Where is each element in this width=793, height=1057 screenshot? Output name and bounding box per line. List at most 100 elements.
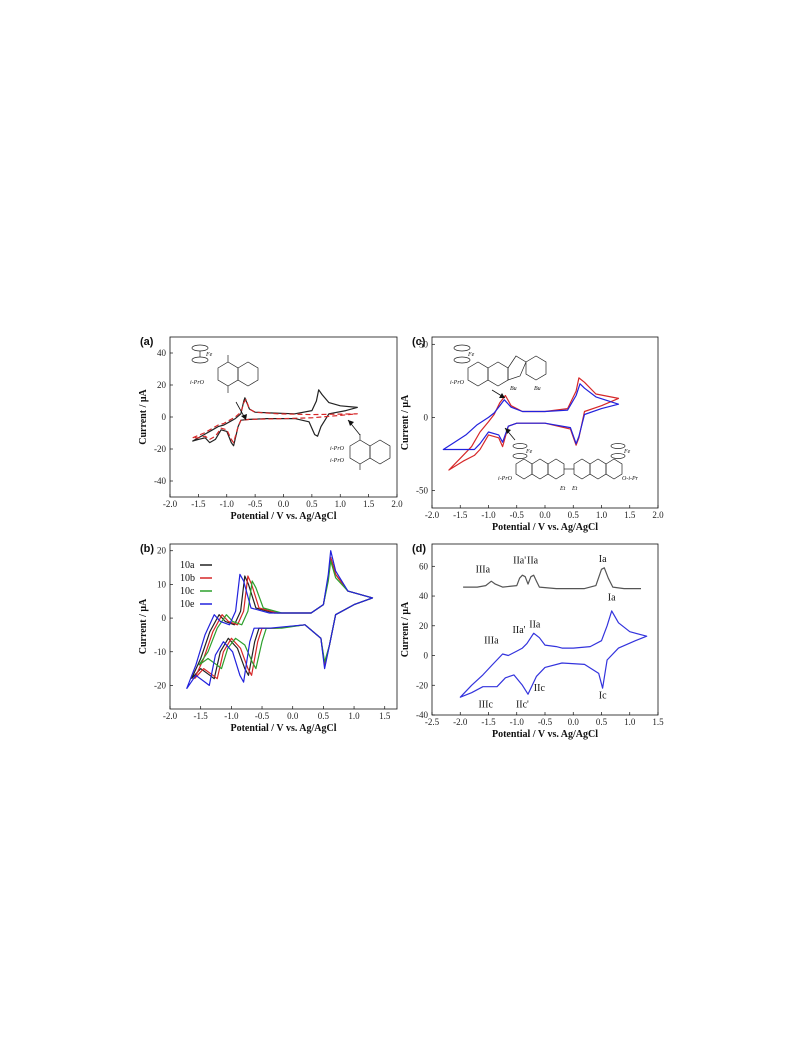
- x-tick-label: -0.5: [510, 510, 525, 520]
- y-tick-label: 60: [419, 561, 429, 571]
- x-tick-label: 1.0: [335, 499, 347, 509]
- y-tick-label: 0: [162, 613, 167, 623]
- butyl-label-c1: Bu: [510, 386, 517, 392]
- x-tick-label: -2.5: [425, 717, 440, 727]
- x-tick-label: 1.5: [363, 499, 375, 509]
- y-tick-label: 20: [157, 380, 167, 390]
- peak-label: Ia: [599, 554, 607, 565]
- x-tick-label: 0.0: [278, 499, 290, 509]
- fe-label: Fe: [205, 352, 213, 358]
- ethyl-label-c2: Et: [571, 486, 578, 492]
- x-tick-label: -2.0: [453, 717, 468, 727]
- series-line-2-1: [442, 383, 620, 451]
- peak-label: Ic: [599, 691, 607, 702]
- panel-label-d: (d): [412, 543, 426, 555]
- x-tick-label: 0.0: [539, 510, 551, 520]
- panel-label-c: (c): [412, 336, 426, 348]
- series-line-10e: [186, 550, 374, 690]
- legend-label-10c: 10c: [180, 586, 195, 597]
- series-line-10b: [193, 556, 374, 680]
- y-tick-label: -20: [154, 680, 166, 690]
- y-tick-label: 0: [162, 412, 167, 422]
- panel-b: (b) -2.0 -1.5 -1.0 -0.5 0.0 0.5 1.0 1.5 -20 -10 0 1…: [138, 543, 398, 734]
- arrowhead-c2: [505, 428, 511, 434]
- y-tick-label: 0: [424, 651, 429, 661]
- arrowhead-a2: [348, 420, 354, 426]
- arrowhead-c1: [499, 393, 505, 398]
- x-tick-label: -0.5: [538, 717, 553, 727]
- x-tick-label: 0.0: [568, 717, 580, 727]
- y-tick-label: 50: [419, 339, 429, 349]
- series-line-3-1: [459, 610, 648, 698]
- x-tick-label: 2.0: [391, 499, 403, 509]
- legend-label-10a: 10a: [180, 560, 195, 571]
- x-tick-label: -1.0: [510, 717, 525, 727]
- legend-b: 10a 10b 10c 10e: [180, 560, 212, 610]
- y-tick-label: 20: [157, 546, 167, 556]
- x-tick-label: -1.5: [191, 499, 206, 509]
- series-line-10a: [190, 556, 374, 680]
- structure-fluorenyl-quinone: Fe i-PrO Bu Bu: [450, 344, 547, 392]
- series-line-0-1: [192, 398, 358, 444]
- x-tick-label: -1.5: [453, 510, 468, 520]
- ethyl-label-c1: Et: [559, 486, 566, 492]
- peak-label: IIc': [516, 700, 529, 711]
- arrowhead-a1: [241, 414, 247, 420]
- peak-label: Ia: [608, 593, 616, 604]
- x-tick-label: 1.5: [652, 717, 664, 727]
- peak-label: IIa: [529, 619, 541, 630]
- y-tick-label: 40: [419, 591, 429, 601]
- series-line-3-0: [463, 567, 641, 590]
- isopropoxy-label-c3: O-i-Pr: [622, 476, 639, 482]
- fe-label-c3: Fe: [623, 449, 631, 455]
- fe-label-c2: Fe: [525, 449, 533, 455]
- series-line-10c: [198, 560, 374, 670]
- plot-frame-b: [169, 543, 398, 710]
- x-tick-label: 0.5: [318, 711, 330, 721]
- butyl-label-c2: Bu: [534, 386, 541, 392]
- y-axis-title: Current / μA: [400, 601, 411, 657]
- peak-label: IIIa: [476, 564, 491, 575]
- y-tick-label: -50: [416, 485, 428, 495]
- peak-label: IIa: [527, 555, 539, 566]
- series-line-0-0: [192, 389, 358, 447]
- y-tick-label: -10: [154, 647, 166, 657]
- x-tick-label: 1.0: [624, 717, 636, 727]
- x-tick-label: 1.0: [596, 510, 608, 520]
- peak-label: IIa': [513, 555, 526, 566]
- legend-label-10e: 10e: [180, 599, 195, 610]
- x-tick-label: -2.0: [163, 711, 178, 721]
- y-tick-label: -40: [416, 710, 428, 720]
- x-tick-label: 0.5: [568, 510, 580, 520]
- panel-label-a: (a): [140, 336, 154, 348]
- y-axis-title: Current / μA: [138, 388, 149, 444]
- x-tick-label: 2.0: [652, 510, 664, 520]
- isopropoxy-label-a2: i-PrO: [330, 446, 345, 452]
- fe-label-c1: Fe: [467, 352, 475, 358]
- panel-a: (a) -2.0 -1.5 -1.0 -0.5 0.0 0.5 1.0 1.5 2.0 -40 -2…: [138, 336, 403, 522]
- x-tick-label: -2.0: [425, 510, 440, 520]
- plot-frame-a: [169, 336, 398, 498]
- y-tick-label: -20: [416, 680, 428, 690]
- x-tick-label: -1.0: [481, 510, 496, 520]
- isopropoxy-label-a3: i-PrO: [330, 458, 345, 464]
- panel-c: (c) -2.0 -1.5 -1.0 -0.5 0.0 0.5 1.0 1.5 2.0 -50 0 5…: [400, 336, 664, 533]
- x-axis-title: Potential / V vs. Ag/AgCl: [492, 729, 598, 740]
- x-tick-label: -0.5: [248, 499, 263, 509]
- isopropoxy-label-a1: i-PrO: [190, 380, 205, 386]
- peak-label: IIIc: [478, 700, 493, 711]
- peak-label: IIa': [513, 625, 526, 636]
- x-axis-title: Potential / V vs. Ag/AgCl: [492, 522, 598, 533]
- y-tick-label: 10: [157, 579, 167, 589]
- y-tick-label: 40: [157, 348, 167, 358]
- x-tick-label: -1.5: [481, 717, 496, 727]
- peak-label: IIIa: [484, 636, 499, 647]
- x-tick-label: 1.5: [624, 510, 636, 520]
- panel-label-b: (b): [140, 543, 154, 555]
- x-tick-label: 0.0: [287, 711, 299, 721]
- x-tick-label: -1.0: [220, 499, 235, 509]
- y-tick-label: 20: [419, 621, 429, 631]
- y-axis-title: Current / μA: [138, 598, 149, 654]
- panel-d: (d) -2.5 -2.0 -1.5 -1.0 -0.5 0.0 0.5 1.0 1.5 -40 -…: [400, 543, 664, 740]
